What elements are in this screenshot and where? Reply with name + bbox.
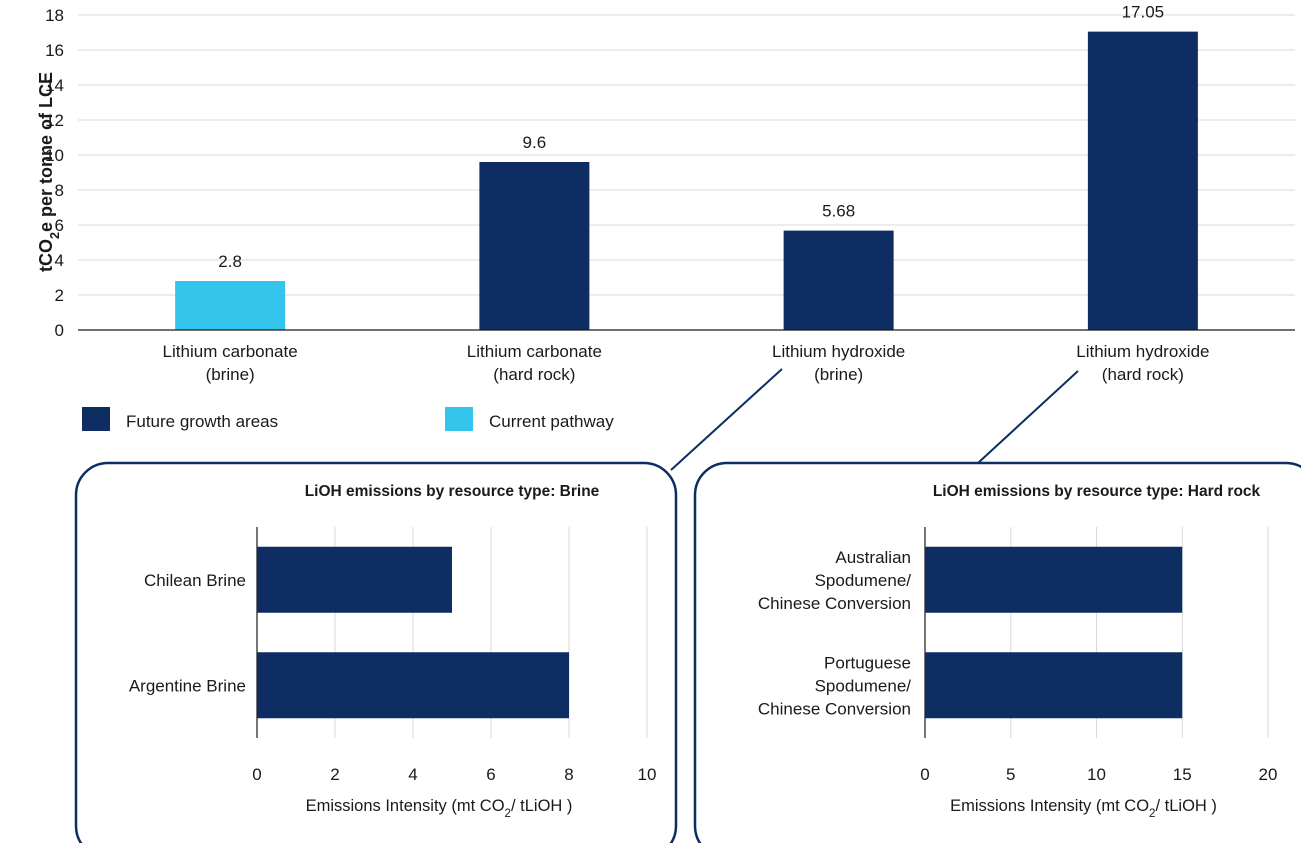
y-axis-title: tCO2e per tonne of LCE (36, 72, 62, 272)
y-tick-label: 0 (55, 321, 64, 340)
x-tick-label: 4 (408, 765, 417, 784)
x-axis-title: Emissions Intensity (mt CO2/ tLiOH ) (306, 797, 573, 820)
y-tick-label: Australian (835, 548, 911, 567)
y-tick-label: 14 (45, 76, 64, 95)
bar-lithium-carbonate-brine (175, 281, 286, 330)
data-label: 2.8 (218, 252, 242, 271)
x-tick-label: 8 (564, 765, 573, 784)
x-tick-label: 20 (1259, 765, 1278, 784)
y-tick-label: Chilean Brine (144, 571, 246, 590)
y-tick-label: 8 (55, 181, 64, 200)
x-tick-label: (hard rock) (1102, 365, 1184, 384)
y-tick-label: 10 (45, 146, 64, 165)
x-tick-label: Lithium carbonate (163, 342, 298, 361)
bar-argentine-brine (257, 652, 569, 719)
y-tick-label: Portuguese (824, 653, 911, 672)
bar-portuguese-spodumene-chinese-conversion (925, 652, 1183, 719)
y-tick-label: Spodumene/ (815, 571, 912, 590)
bar-lithium-hydroxide-brine (783, 230, 894, 330)
main-bar-chart: 0 2 4 6 8 10 12 14 16 18 2.8 Lithium carbonate (brin… (36, 3, 1295, 431)
y-tick-label: 2 (55, 286, 64, 305)
x-tick-label: 10 (638, 765, 657, 784)
bar-australian-spodumene-chinese-conversion (925, 546, 1183, 613)
y-tick-label: Chinese Conversion (758, 594, 911, 613)
x-tick-label: 10 (1087, 765, 1106, 784)
x-tick-label: 0 (252, 765, 261, 784)
data-label: 17.05 (1122, 3, 1165, 22)
data-label: 9.6 (523, 133, 547, 152)
y-tick-label: Argentine Brine (129, 676, 246, 695)
x-tick-label: (brine) (814, 365, 863, 384)
panel-title: LiOH emissions by resource type: Brine (305, 483, 600, 500)
x-tick-label: 5 (1006, 765, 1015, 784)
brine-panel-chart: 0 2 4 6 8 10 Chilean Brine Argentine Brine LiOH … (129, 483, 657, 820)
bar-lithium-hydroxide-hard-rock (1087, 31, 1198, 330)
x-tick-label: 0 (920, 765, 929, 784)
x-tick-label: Lithium hydroxide (772, 342, 905, 361)
x-axis-title: Emissions Intensity (mt CO2/ tLiOH ) (950, 797, 1217, 820)
legend-swatch-future-growth-areas (82, 407, 110, 431)
bar-chilean-brine (257, 546, 452, 613)
y-tick-label: 16 (45, 41, 64, 60)
y-tick-label: 6 (55, 216, 64, 235)
y-tick-label: Chinese Conversion (758, 699, 911, 718)
y-tick-label: 12 (45, 111, 64, 130)
brine-connector-line (670, 368, 783, 471)
x-tick-label: 2 (330, 765, 339, 784)
x-tick-label: (brine) (206, 365, 255, 384)
panel-title: LiOH emissions by resource type: Hard ro… (933, 483, 1261, 500)
x-tick-label: Lithium carbonate (467, 342, 602, 361)
y-tick-label: 18 (45, 6, 64, 25)
hardrock-panel-chart: 0 5 10 15 20 Australian Spodumene/Chinese Conv… (758, 483, 1278, 820)
brine-panel-frame (74, 461, 678, 843)
x-tick-label: 6 (486, 765, 495, 784)
y-tick-label: Spodumene/ (815, 676, 912, 695)
y-tick-label: 4 (55, 251, 64, 270)
legend-swatch-current-pathway (445, 407, 473, 431)
hardrock-connector-line (977, 370, 1079, 464)
bar-lithium-carbonate-hard-rock (479, 162, 590, 330)
x-tick-label: 15 (1173, 765, 1192, 784)
hardrock-panel-frame (693, 461, 1301, 843)
x-tick-label: (hard rock) (493, 365, 575, 384)
legend-label-current-pathway: Current pathway (489, 412, 614, 431)
legend-label-future-growth-areas: Future growth areas (126, 412, 278, 431)
data-label: 5.68 (822, 202, 855, 221)
x-tick-label: Lithium hydroxide (1076, 342, 1209, 361)
